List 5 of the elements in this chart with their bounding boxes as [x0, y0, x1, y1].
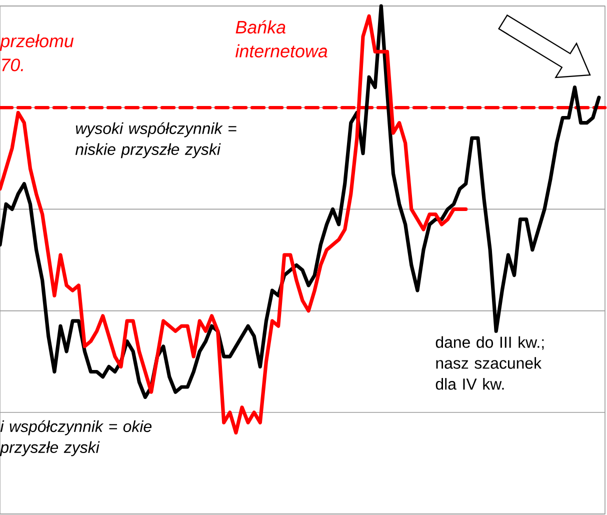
- annotation: Bańka internetowa: [235, 20, 328, 58]
- annotation: przełomu 70.: [0, 34, 74, 72]
- annotation: i współczynnik = okie przyszłe zyski: [0, 420, 152, 456]
- annotation: dane do III kw.; nasz szacunek dla IV kw.: [436, 336, 544, 390]
- annotation: wysoki współczynnik = niskie przyszłe zyski: [75, 122, 236, 158]
